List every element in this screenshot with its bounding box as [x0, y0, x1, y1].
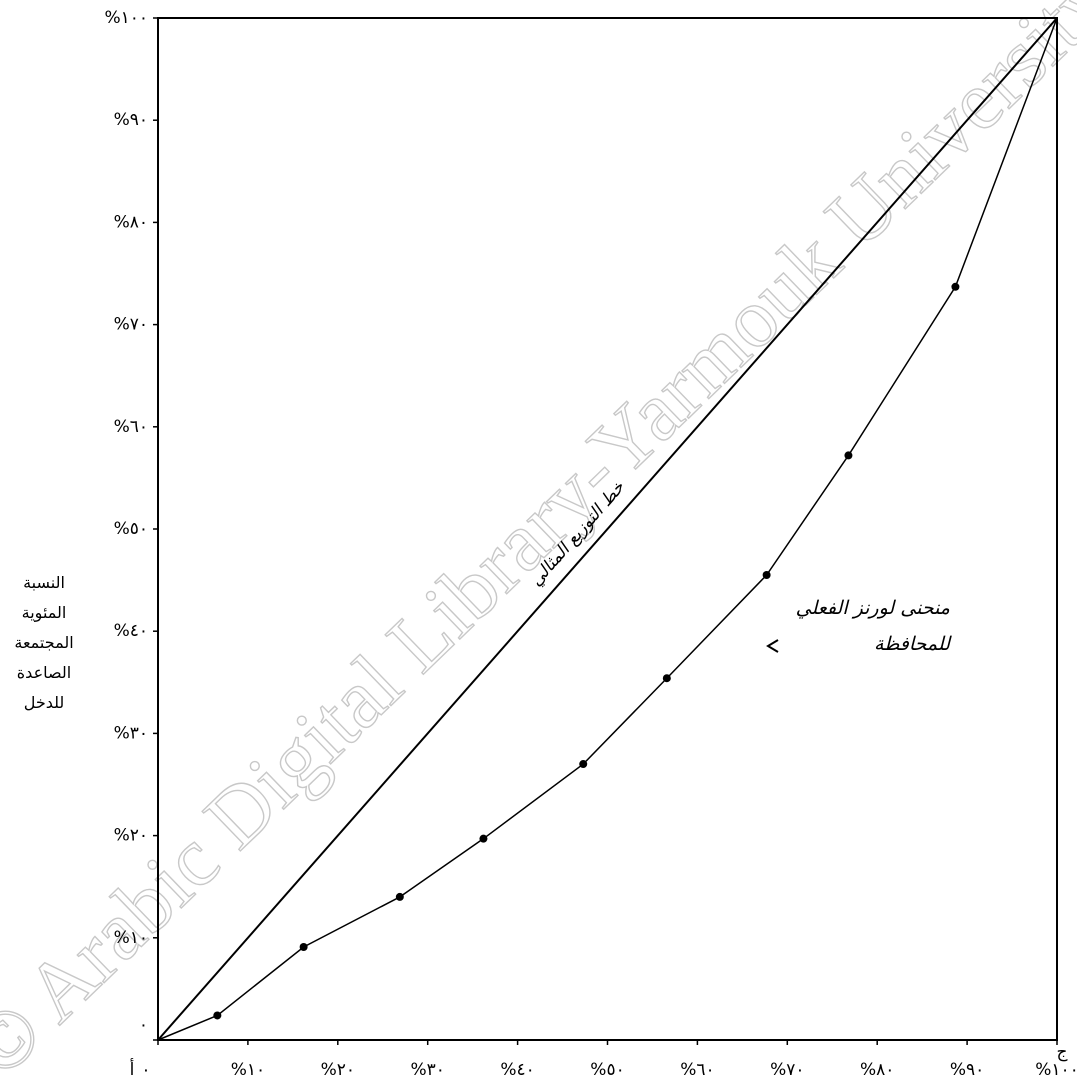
x-tick-label: %٩٠: [950, 1060, 984, 1080]
data-point: [762, 570, 771, 579]
y-tick-label: %١٠٠: [104, 8, 148, 28]
corner-label: ج: [1057, 1042, 1068, 1062]
x-tick-label: ٠: [141, 1060, 150, 1080]
x-tick-label: %٢٠: [321, 1060, 355, 1080]
y-tick-label: %٢٠: [114, 826, 148, 846]
x-tick-label: %٣٠: [410, 1060, 444, 1080]
x-tick-label: %١٠٠: [1035, 1060, 1077, 1080]
y-tick-label: %٧٠: [114, 315, 148, 335]
x-tick-label: %٦٠: [680, 1060, 714, 1080]
data-point: [951, 282, 960, 291]
corner-label: أ: [130, 1058, 135, 1080]
y-tick-label: %٤٠: [114, 621, 148, 641]
y-tick-label: %٥٠: [114, 519, 148, 539]
series-line: [157, 17, 1058, 1041]
data-point: [662, 674, 671, 683]
data-point: [844, 451, 853, 460]
data-point: [579, 760, 588, 769]
y-axis-label: النسبة المئوية المجتمعة الصاعدة للدخل: [14, 573, 74, 712]
x-tick-label: %٧٠: [770, 1060, 804, 1080]
y-tick-label: %٩٠: [114, 110, 148, 130]
y-tick-label: %٨٠: [114, 212, 148, 232]
data-point: [213, 1011, 222, 1020]
y-tick-label: %٦٠: [114, 417, 148, 437]
x-tick-label: %٨٠: [860, 1060, 894, 1080]
x-tick-label: %٤٠: [500, 1060, 534, 1080]
annotation-arrow: [766, 639, 779, 653]
data-point: [395, 892, 404, 901]
x-tick-label: %١٠: [231, 1060, 265, 1080]
y-tick-label: ٠: [139, 1015, 148, 1035]
x-tick-label: %٥٠: [590, 1060, 624, 1080]
curve-label: منحنى لورنز الفعلي للمحافظة: [795, 597, 950, 655]
y-tick-label: %٣٠: [114, 723, 148, 743]
data-point: [479, 834, 488, 843]
data-point: [299, 942, 308, 951]
y-tick-label: %١٠: [114, 928, 148, 948]
